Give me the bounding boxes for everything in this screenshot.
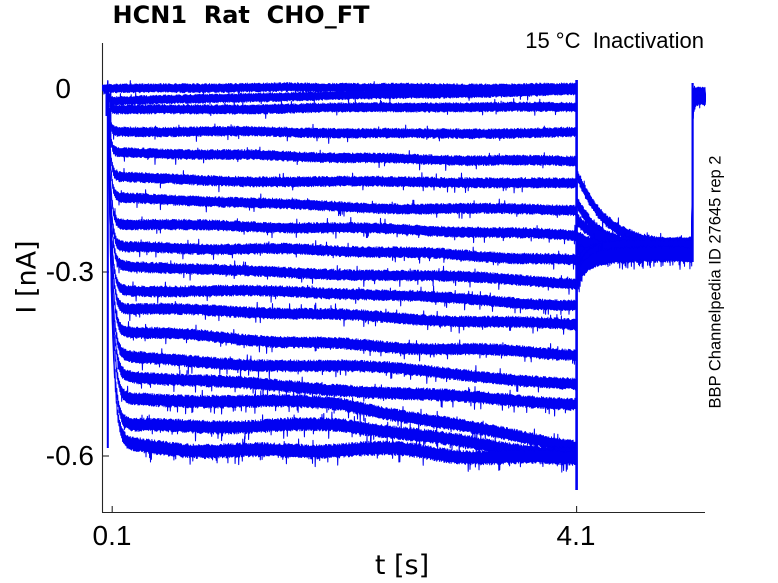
current-trace [101, 80, 706, 258]
channelpedia-id-watermark: BBP Channelpedia ID 27645 rep 2 [706, 155, 725, 409]
current-traces [101, 80, 706, 490]
current-trace [101, 81, 706, 255]
current-trace [101, 84, 706, 467]
y-tick-label-neg06: -0.6 [45, 440, 94, 471]
temperature-protocol-annotation: 15 °C Inactivation [525, 28, 704, 53]
y-axis-label: I [nA] [11, 240, 43, 314]
plot-title: HCN1 Rat CHO_FT [112, 1, 370, 29]
x-axis-label: t [s] [374, 550, 430, 581]
x-tick-label-01: 0.1 [92, 520, 132, 551]
y-tick-label-0: 0 [55, 73, 71, 104]
x-tick-label-41: 4.1 [556, 520, 596, 551]
y-tick-label-neg03: -0.3 [45, 256, 94, 287]
current-trace [101, 80, 706, 473]
